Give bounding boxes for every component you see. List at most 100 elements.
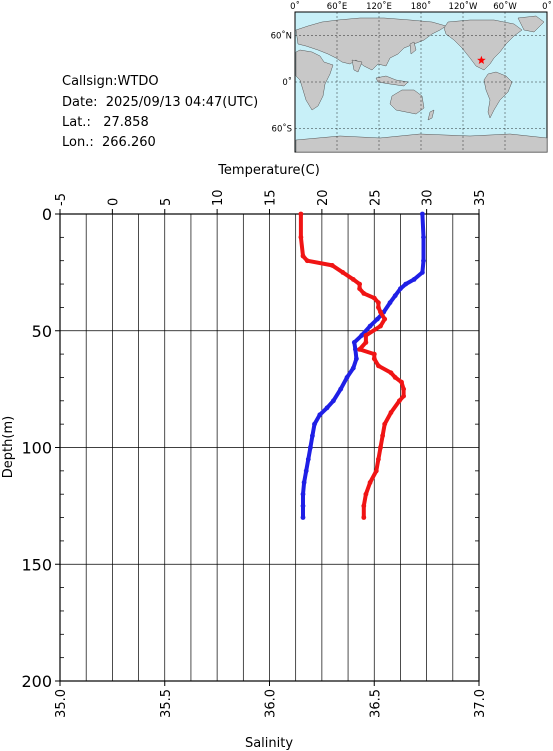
map-lon-tick-label: 60˚E xyxy=(327,1,347,12)
salinity-point xyxy=(371,356,377,362)
salinity-point xyxy=(382,421,388,427)
temperature-point xyxy=(303,468,309,474)
temperature-tick-label: 5 xyxy=(159,198,174,206)
date-label: Date: xyxy=(62,95,98,110)
land-africa xyxy=(295,49,334,111)
temperature-point xyxy=(317,412,323,418)
salinity-point xyxy=(350,277,356,282)
temperature-point xyxy=(392,293,398,299)
salinity-point xyxy=(357,281,362,287)
salinity-axis-title: Salinity xyxy=(245,736,293,751)
callsign-label: Callsign: xyxy=(62,74,118,89)
temperature-point xyxy=(308,445,313,450)
temperature-point xyxy=(420,211,425,217)
salinity-point xyxy=(361,291,367,296)
salinity-point xyxy=(378,445,383,450)
map-lon-tick-label: 60˚W xyxy=(493,1,517,12)
temperature-point xyxy=(354,356,359,362)
land-japan xyxy=(409,41,417,55)
salinity-point xyxy=(298,234,304,240)
salinity-point xyxy=(399,379,404,385)
lon-value: 266.260 xyxy=(102,135,156,150)
temperature-point xyxy=(420,270,425,275)
profile-chart: -5 0 5 10 15 20 25 30 35 35.0 35.5 36.0 36.5 37.0 05… xyxy=(1,163,488,751)
temperature-point xyxy=(312,421,317,427)
lat-row: Lat.: 27.858 xyxy=(62,115,149,131)
temperature-point xyxy=(375,316,380,322)
salinity-point xyxy=(298,211,304,217)
salinity-axis: 35.0 35.5 36.0 36.5 37.0 xyxy=(54,681,488,718)
station-marker xyxy=(477,55,486,64)
depth-axis: 0 50 100 150 200 xyxy=(21,205,60,691)
salinity-tick-label: 35.5 xyxy=(159,689,174,718)
temperature-point xyxy=(338,386,344,392)
salinity-point xyxy=(382,316,388,322)
salinity-point xyxy=(376,305,381,310)
temperature-tick-label: 25 xyxy=(368,189,383,206)
depth-tick-label: 50 xyxy=(32,322,52,341)
salinity-point xyxy=(376,300,381,306)
land-australia xyxy=(389,89,425,115)
map-graticule xyxy=(295,12,547,152)
temperature-point xyxy=(398,286,403,292)
salinity-point xyxy=(401,386,406,392)
salinity-point xyxy=(397,398,402,404)
land-eurasia xyxy=(295,17,447,71)
salinity-point xyxy=(363,340,369,345)
salinity-point xyxy=(376,363,381,369)
depth-tick-label: 200 xyxy=(21,672,52,691)
salinity-point xyxy=(363,491,369,497)
lat-label: Lat.: xyxy=(62,115,91,130)
salinity-point xyxy=(401,393,406,399)
land-india xyxy=(351,59,363,73)
temperature-point xyxy=(344,375,350,380)
temperature-point xyxy=(300,491,306,497)
depth-tick-label: 150 xyxy=(21,555,52,574)
temperature-tick-label: 20 xyxy=(316,189,331,206)
temperature-tick-label: 35 xyxy=(473,189,488,206)
map-lat-tick-label: 0˚ xyxy=(282,77,292,88)
land-south-america xyxy=(483,71,513,119)
temperature-tick-label: 10 xyxy=(211,189,226,206)
series-layer xyxy=(298,211,426,520)
salinity-point xyxy=(357,286,362,292)
map-lat-tick-label: 60˚S xyxy=(272,124,292,135)
lon-label: Lon.: xyxy=(62,135,94,150)
salinity-point xyxy=(380,433,385,439)
land-antarctica xyxy=(295,133,548,153)
date-row: Date: 2025/09/13 04:47(UTC) xyxy=(62,95,258,111)
temperature-point xyxy=(387,300,393,306)
temperature-point xyxy=(421,258,426,264)
temperature-tick-label: 0 xyxy=(106,198,121,206)
temperature-point xyxy=(300,515,306,520)
salinity-tick-label: 35.0 xyxy=(54,689,69,718)
salinity-point xyxy=(361,515,367,520)
world-map: 0˚ 60˚E 120˚E 180˚ 120˚W 60˚W 0˚ 60˚N 0˚ 60˚S xyxy=(271,1,552,153)
temperature-point xyxy=(301,480,307,485)
salinity-point xyxy=(361,503,367,509)
lon-row: Lon.: 266.260 xyxy=(62,135,156,151)
land-indonesia xyxy=(375,75,409,87)
depth-tick-label: 100 xyxy=(21,439,52,458)
salinity-point xyxy=(357,347,362,352)
temperature-point xyxy=(350,365,356,371)
salinity-tick-label: 37.0 xyxy=(473,689,488,718)
callsign-value: WTDO xyxy=(117,74,159,89)
salinity-point xyxy=(376,456,381,462)
land-north-america xyxy=(443,19,523,71)
temperature-point xyxy=(411,277,417,282)
temperature-axis: -5 0 5 10 15 20 25 30 35 xyxy=(54,189,488,214)
depth-axis-title: Depth(m) xyxy=(1,416,16,478)
salinity-tick-label: 36.0 xyxy=(264,689,279,718)
depth-tick-label: 0 xyxy=(42,205,52,224)
salinity-tick-label: 36.5 xyxy=(368,689,383,718)
salinity-point xyxy=(378,309,383,315)
map-lon-tick-label: 120˚W xyxy=(449,1,478,12)
salinity-point xyxy=(378,323,383,329)
salinity-point xyxy=(340,270,346,275)
temperature-point xyxy=(367,323,373,329)
map-lon-tick-label: 0˚ xyxy=(542,1,552,12)
salinity-point xyxy=(329,263,335,268)
salinity-point xyxy=(388,370,394,376)
